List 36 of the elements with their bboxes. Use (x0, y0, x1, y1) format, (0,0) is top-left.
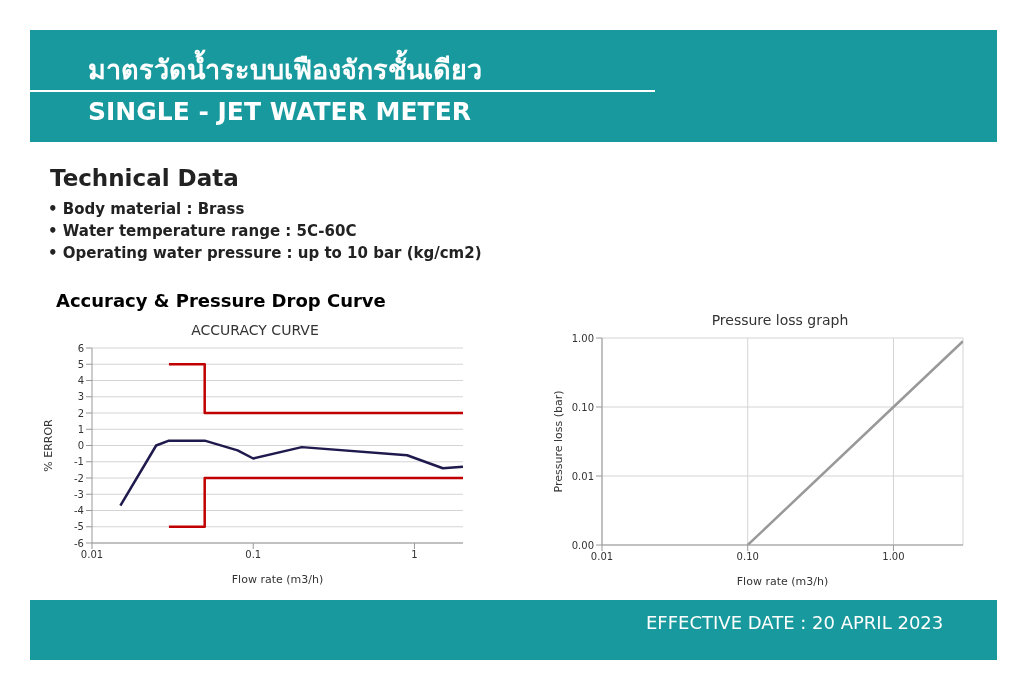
y-tick-label: -5 (74, 521, 84, 533)
y-tick-label: -2 (74, 472, 84, 484)
text: • Operating water pressure : up to 10 bar (kg/cm2) (48, 244, 482, 262)
text: • Water temperature range : 5C-60C (48, 222, 357, 240)
text: Accuracy & Pressure Drop Curve (56, 290, 386, 311)
y-tick-label: -4 (74, 505, 84, 517)
y-tick-label: 1.00 (571, 332, 594, 344)
x-tick-label: 0.01 (590, 551, 614, 563)
x-tick-label: 1 (411, 549, 418, 561)
y-tick-label: 0 (77, 440, 84, 452)
x-tick-label: 0.1 (245, 549, 262, 561)
y-axis-title: Pressure loss (bar) (551, 390, 565, 493)
y-tick-label: -6 (74, 537, 84, 549)
y-tick-label: 0.01 (571, 470, 594, 482)
text: มาตรวัดน้ำระบบเฟืองจักรชั้นเดียว (88, 48, 482, 87)
y-tick-label: 0.10 (571, 401, 594, 413)
x-axis-title: Flow rate (m3/h) (231, 573, 324, 586)
y-axis-title: % ERROR (41, 418, 55, 472)
x-axis-title: Flow rate (m3/h) (736, 575, 829, 588)
chart-title: Pressure loss graph (710, 312, 850, 328)
y-tick-label: 3 (77, 391, 84, 403)
y-tick-label: 2 (77, 407, 84, 419)
chart-title: ACCURACY CURVE (190, 322, 320, 338)
x-tick-label: 0.10 (736, 551, 759, 563)
y-tick-label: -1 (74, 456, 84, 468)
y-tick-label: -3 (74, 488, 84, 500)
y-tick-label: 4 (77, 375, 84, 387)
text: EFFECTIVE DATE : 20 APRIL 2023 (646, 612, 944, 633)
text: Technical Data (50, 165, 239, 191)
text: SINGLE - JET WATER METER (88, 97, 471, 126)
y-tick-label: 0.00 (571, 539, 594, 551)
x-tick-label: 1.00 (882, 551, 905, 563)
y-tick-label: 6 (77, 342, 84, 354)
y-tick-label: 5 (77, 358, 84, 370)
y-tick-label: 1 (77, 423, 84, 435)
text: • Body material : Brass (48, 200, 245, 218)
